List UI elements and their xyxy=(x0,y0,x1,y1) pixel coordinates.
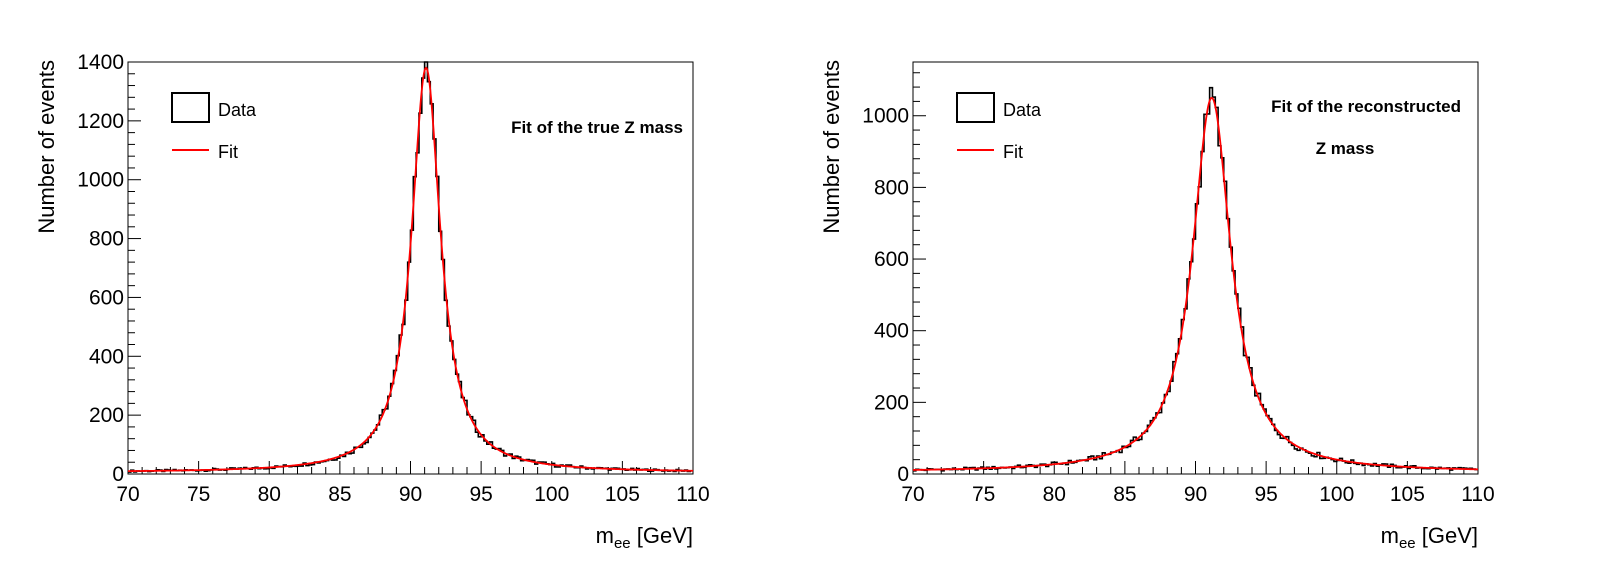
y-tick-label: 600 xyxy=(89,286,124,309)
x-axis-title: mee [GeV] xyxy=(596,523,693,552)
annotation-text: Z mass xyxy=(1316,139,1375,158)
x-tick-label: 90 xyxy=(399,483,422,506)
x-tick-label: 80 xyxy=(258,483,281,506)
x-tick-label: 95 xyxy=(469,483,492,506)
y-axis-title: Number of events xyxy=(34,60,59,234)
legend-data-symbol xyxy=(171,92,210,123)
legend-label: Fit xyxy=(1003,142,1023,162)
x-tick-label: 110 xyxy=(1461,483,1494,506)
x-tick-label: 80 xyxy=(1043,483,1066,506)
legend-label: Fit xyxy=(218,142,238,162)
y-tick-label: 1000 xyxy=(77,169,124,192)
data-histogram xyxy=(913,86,1478,472)
x-tick-label: 90 xyxy=(1184,483,1207,506)
x-tick-label: 105 xyxy=(1390,483,1425,506)
annotation-text: Fit of the reconstructed xyxy=(1271,97,1461,116)
x-tick-label: 100 xyxy=(534,483,569,506)
y-tick-label: 1400 xyxy=(77,51,124,74)
legend-data-symbol xyxy=(956,92,995,123)
y-tick-label: 200 xyxy=(874,391,909,414)
y-tick-label: 200 xyxy=(89,404,124,427)
x-tick-label: 110 xyxy=(676,483,709,506)
x-axis-title-unit: [GeV] xyxy=(1422,523,1478,548)
x-tick-label: 105 xyxy=(605,483,640,506)
y-tick-label: 1200 xyxy=(77,110,124,133)
x-axis-title-main: m xyxy=(596,523,614,548)
fit-curve xyxy=(128,66,694,473)
chart-panel-2: 70 75 80 85 90 95 100 105 110 0 200 400 600 800 1000 Nu… xyxy=(819,60,1495,552)
legend: Data Fit xyxy=(171,92,257,162)
y-tick-label: 800 xyxy=(874,176,909,199)
y-tick-label: 0 xyxy=(897,463,909,486)
fit-curve xyxy=(912,96,1479,471)
y-tick-label: 600 xyxy=(874,248,909,271)
x-axis-title-sub: ee xyxy=(1399,535,1416,552)
plot-frame xyxy=(912,61,1479,475)
y-tick-label: 1000 xyxy=(862,105,909,128)
y-tick-label: 800 xyxy=(89,228,124,251)
y-axis-title: Number of events xyxy=(819,60,844,234)
x-axis-title-sub: ee xyxy=(614,535,631,552)
chart-panel-1: 70 75 80 85 90 95 100 105 110 0 200 400 600 800 1000 12… xyxy=(34,51,710,552)
legend-label: Data xyxy=(218,100,257,120)
annotation-text: Fit of the true Z mass xyxy=(511,118,683,137)
y-tick-label: 400 xyxy=(874,320,909,343)
x-tick-label: 70 xyxy=(901,483,924,506)
legend: Data Fit xyxy=(956,92,1042,162)
x-tick-label: 100 xyxy=(1319,483,1354,506)
x-tick-label: 85 xyxy=(1113,483,1136,506)
legend-label: Data xyxy=(1003,100,1042,120)
y-tick-label: 400 xyxy=(89,345,124,368)
x-axis-title: mee [GeV] xyxy=(1381,523,1478,552)
x-tick-label: 85 xyxy=(328,483,351,506)
x-tick-label: 75 xyxy=(972,483,995,506)
y-tick-label: 0 xyxy=(112,463,124,486)
x-tick-label: 95 xyxy=(1254,483,1277,506)
x-tick-label: 75 xyxy=(187,483,210,506)
x-axis-title-main: m xyxy=(1381,523,1399,548)
x-tick-label: 70 xyxy=(116,483,139,506)
x-axis-title-unit: [GeV] xyxy=(637,523,693,548)
